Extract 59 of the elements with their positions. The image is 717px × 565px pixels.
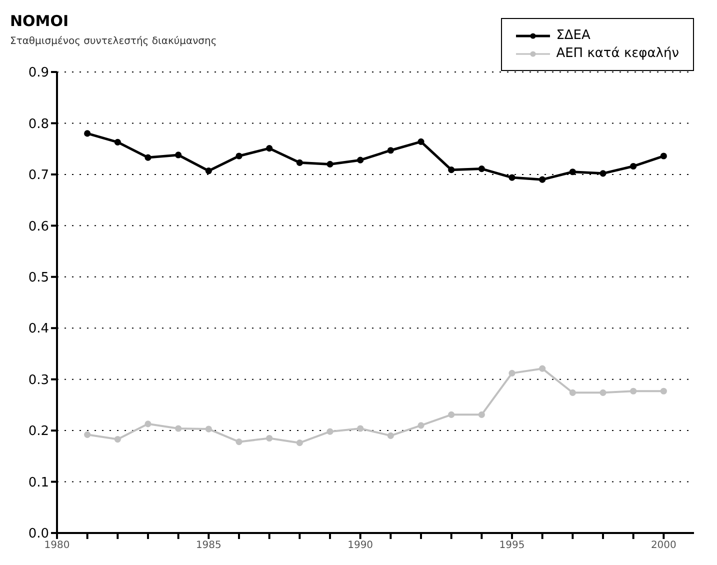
x-tick-label: 1995 xyxy=(499,540,525,552)
legend-label: ΣΔΕΑ xyxy=(556,28,590,43)
legend-label: ΑΕΠ κατά κεφαλήν xyxy=(556,46,679,61)
y-tick-label: 0.8 xyxy=(28,116,49,132)
y-tick-label: 0.1 xyxy=(28,475,49,490)
point xyxy=(175,152,182,158)
point xyxy=(600,389,606,396)
point xyxy=(205,426,212,432)
point xyxy=(478,166,485,172)
x-tick-label: 1985 xyxy=(196,540,222,552)
point xyxy=(418,422,424,429)
x-tick-label: 1990 xyxy=(348,540,374,552)
point xyxy=(175,425,182,432)
point xyxy=(630,388,637,394)
point xyxy=(357,425,364,432)
point xyxy=(539,176,546,183)
point xyxy=(357,156,364,164)
point xyxy=(326,428,334,435)
point xyxy=(114,138,121,146)
point xyxy=(448,411,455,418)
point xyxy=(205,168,212,174)
point xyxy=(630,162,637,170)
y-tick-label: 0.6 xyxy=(28,219,49,234)
point xyxy=(84,431,91,438)
point xyxy=(266,145,273,152)
chart-subtitle: Σταθμισμένος συντελεστής διακύμανσης xyxy=(10,36,217,47)
point xyxy=(660,388,667,394)
y-tick-label: 0.0 xyxy=(28,526,49,542)
point xyxy=(600,170,606,177)
y-tick-label: 0.4 xyxy=(28,322,49,337)
y-tick-label: 0.3 xyxy=(28,372,49,388)
x-tick-label: 2000 xyxy=(650,540,676,552)
point xyxy=(84,130,91,137)
point xyxy=(660,152,667,160)
point xyxy=(266,434,273,442)
point xyxy=(418,138,424,145)
point xyxy=(114,436,121,443)
point xyxy=(326,160,334,168)
point xyxy=(448,166,455,174)
x-tick-label: 1980 xyxy=(44,540,70,552)
point xyxy=(296,440,303,446)
y-tick-label: 0.5 xyxy=(28,270,49,286)
point xyxy=(387,432,394,439)
y-tick-label: 0.2 xyxy=(28,424,49,440)
point xyxy=(539,365,546,372)
y-tick-label: 0.7 xyxy=(28,168,49,184)
point xyxy=(144,420,152,428)
point xyxy=(236,438,242,446)
point xyxy=(569,389,576,396)
point xyxy=(296,159,303,166)
point xyxy=(478,411,485,418)
point xyxy=(508,174,516,181)
point xyxy=(236,152,242,160)
point xyxy=(144,154,152,161)
chart-title: ΝΟΜΟΙ xyxy=(10,12,69,30)
y-tick-label: 0.9 xyxy=(28,66,49,81)
point xyxy=(508,370,516,376)
point xyxy=(569,168,576,176)
point xyxy=(387,147,394,154)
